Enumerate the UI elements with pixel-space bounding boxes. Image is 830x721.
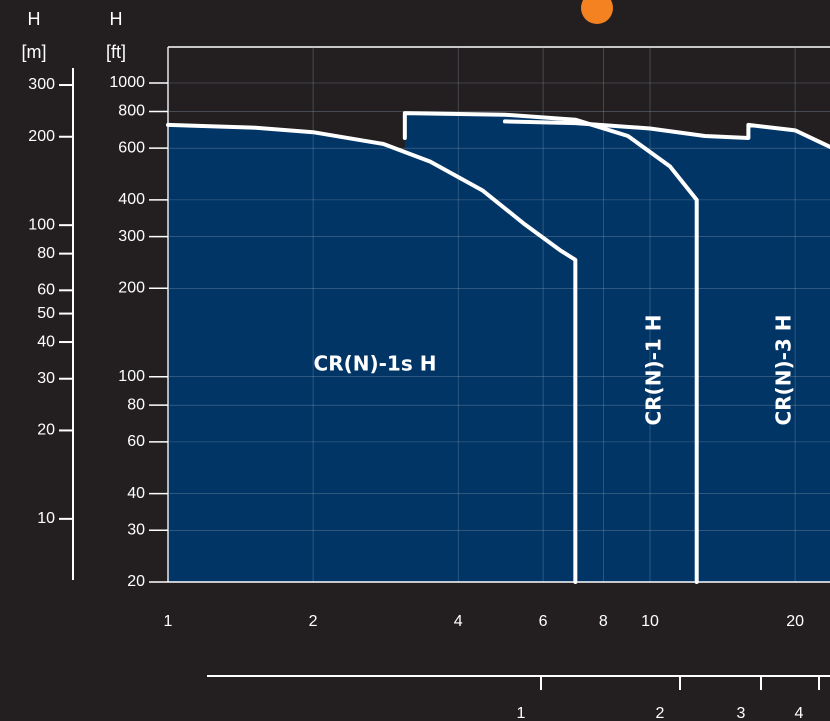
axis-m-tick-label-9: 10 xyxy=(37,510,55,527)
region-labels: CR(N)-1s H CR(N)-1 H CR(N)-3 H xyxy=(314,314,796,425)
pump-curves xyxy=(166,111,830,584)
series-curve-2 xyxy=(402,111,699,584)
x-tick-label-0: 1 xyxy=(164,613,173,630)
axis-ft-tick-label-7: 80 xyxy=(127,396,145,413)
axis-m-tick-label-1: 200 xyxy=(28,128,55,145)
axis-secondary-tick-label-3: 4 xyxy=(795,705,804,721)
series-label-3: CR(N)-3 H xyxy=(772,314,796,425)
axis-ft-tick-label-4: 300 xyxy=(118,228,145,245)
axis-ft-tick-label-6: 100 xyxy=(118,368,145,385)
axis-ft-tick-label-3: 400 xyxy=(118,191,145,208)
axis-m-tick-label-3: 80 xyxy=(37,245,55,262)
axis-ft-tick-label-11: 20 xyxy=(127,573,145,590)
axis-m-tick-label-8: 20 xyxy=(37,422,55,439)
axis-m-tick-label-4: 60 xyxy=(37,282,55,299)
axis-m-header: H xyxy=(28,9,41,29)
axis-m-tick-label-7: 30 xyxy=(37,370,55,387)
axis-ft-header: H xyxy=(110,9,123,29)
series-label-2: CR(N)-1 H xyxy=(642,314,666,425)
axis-secondary-tick-label-2: 3 xyxy=(737,705,746,721)
x-tick-label-1: 2 xyxy=(309,613,318,630)
axis-ft-tick-label-9: 40 xyxy=(127,485,145,502)
axis-ft-tick-label-0: 1000 xyxy=(109,74,145,91)
axis-ft-tick-label-2: 600 xyxy=(118,139,145,156)
series-curve-3 xyxy=(502,119,830,150)
x-tick-label-6: 20 xyxy=(786,613,804,630)
axis-ft-tick-label-10: 30 xyxy=(127,521,145,538)
series-label-1: CR(N)-1s H xyxy=(314,352,437,376)
axes: H [m] 300 200 100 80 60 50 40 30 20 10 H [ft] 1000 800 6… xyxy=(22,9,830,721)
axis-m-tick-label-6: 40 xyxy=(37,333,55,350)
axis-m-tick-label-0: 300 xyxy=(28,76,55,93)
axis-ft-tick-label-1: 800 xyxy=(118,103,145,120)
axis-m-tick-label-2: 100 xyxy=(28,216,55,233)
grid-lines xyxy=(167,46,830,583)
axis-secondary-tick-label-0: 1 xyxy=(517,705,526,721)
x-tick-label-4: 8 xyxy=(599,613,608,630)
axis-ft-tick-label-5: 200 xyxy=(118,280,145,297)
x-tick-label-5: 10 xyxy=(641,613,659,630)
axis-secondary-tick-label-1: 2 xyxy=(656,705,665,721)
axis-ft-unit: [ft] xyxy=(106,42,126,62)
axis-m-tick-label-5: 50 xyxy=(37,305,55,322)
x-tick-label-2: 4 xyxy=(454,613,463,630)
axis-ft-tick-label-8: 60 xyxy=(127,433,145,450)
axis-m-unit: [m] xyxy=(22,42,47,62)
x-tick-label-3: 6 xyxy=(539,613,548,630)
accent-dot xyxy=(581,0,613,24)
series-curve-1 xyxy=(166,122,578,584)
